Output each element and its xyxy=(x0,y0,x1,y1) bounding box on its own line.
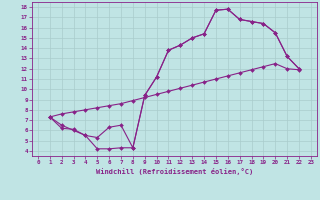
X-axis label: Windchill (Refroidissement éolien,°C): Windchill (Refroidissement éolien,°C) xyxy=(96,168,253,175)
